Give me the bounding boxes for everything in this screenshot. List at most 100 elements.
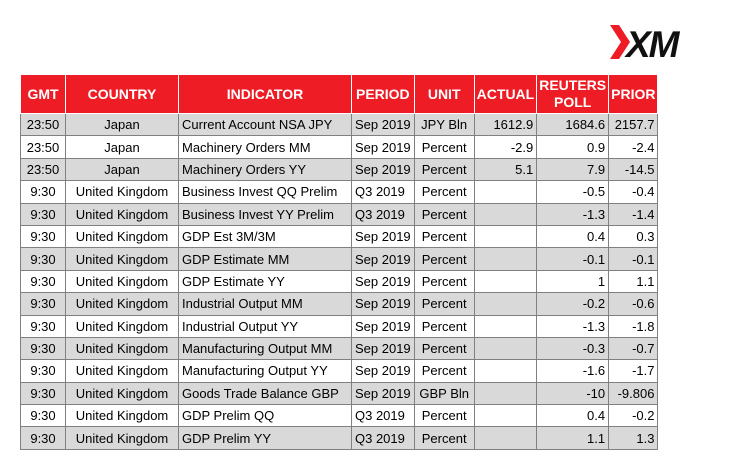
- cell-actual: 5.1: [473, 157, 538, 182]
- cell-reuters-poll: 1: [536, 269, 610, 294]
- cell-prior: 1.3: [608, 426, 659, 450]
- cell-reuters-poll: -1.3: [536, 314, 610, 338]
- table-row: 9:30 United Kingdom Goods Trade Balance GB…: [20, 381, 659, 406]
- cell-actual: [473, 292, 538, 316]
- cell-actual: 1612.9: [473, 112, 538, 137]
- cell-gmt: 23:50: [20, 112, 66, 137]
- table-row: 9:30 United Kingdom Business Invest QQ Pre…: [20, 180, 659, 204]
- cell-prior: 0.3: [608, 224, 659, 249]
- logo-text: XM: [624, 24, 681, 62]
- cell-unit: Percent: [413, 314, 475, 338]
- cell-gmt: 9:30: [20, 202, 66, 226]
- cell-actual: [473, 224, 538, 249]
- cell-actual: [473, 269, 538, 294]
- logo-red-chevron: [610, 25, 630, 59]
- cell-prior: -1.8: [608, 314, 659, 338]
- cell-actual: [473, 381, 538, 406]
- table-body: 23:50 Japan Current Account NSA JPY Sep 201…: [20, 112, 659, 450]
- economic-calendar-table: GMT COUNTRY INDICATOR PERIOD UNIT ACTUAL…: [20, 74, 659, 450]
- cell-unit: Percent: [413, 292, 475, 316]
- cell-period: Q3 2019: [351, 202, 415, 226]
- cell-prior: -0.7: [608, 336, 659, 361]
- cell-indicator: Manufacturing Output MM: [178, 336, 352, 361]
- cell-gmt: 23:50: [20, 157, 66, 182]
- cell-period: Sep 2019: [351, 112, 415, 137]
- cell-indicator: Current Account NSA JPY: [178, 112, 352, 137]
- cell-period: Sep 2019: [351, 135, 415, 159]
- cell-reuters-poll: 1684.6: [536, 112, 610, 137]
- header-period: PERIOD: [351, 74, 415, 114]
- cell-unit: Percent: [413, 269, 475, 294]
- cell-indicator: Goods Trade Balance GBP: [178, 381, 352, 406]
- cell-actual: [473, 180, 538, 204]
- table-row: 9:30 United Kingdom GDP Estimate YY Sep 201…: [20, 269, 659, 294]
- cell-gmt: 9:30: [20, 269, 66, 294]
- cell-gmt: 9:30: [20, 404, 66, 428]
- cell-unit: JPY Bln: [413, 112, 475, 137]
- cell-unit: Percent: [413, 359, 475, 383]
- cell-gmt: 23:50: [20, 135, 66, 159]
- cell-indicator: GDP Prelim YY: [178, 426, 352, 450]
- cell-country: United Kingdom: [65, 426, 179, 450]
- cell-country: United Kingdom: [65, 202, 179, 226]
- cell-gmt: 9:30: [20, 314, 66, 338]
- table-row: 23:50 Japan Machinery Orders MM Sep 2019 Per…: [20, 135, 659, 159]
- cell-gmt: 9:30: [20, 381, 66, 406]
- header-row: GMT COUNTRY INDICATOR PERIOD UNIT ACTUAL…: [20, 74, 659, 114]
- table-row: 9:30 United Kingdom Manufacturing Output Y…: [20, 359, 659, 383]
- cell-indicator: GDP Estimate YY: [178, 269, 352, 294]
- cell-country: United Kingdom: [65, 381, 179, 406]
- cell-reuters-poll: -0.3: [536, 336, 610, 361]
- cell-gmt: 9:30: [20, 336, 66, 361]
- cell-reuters-poll: 0.4: [536, 224, 610, 249]
- table-row: 9:30 United Kingdom GDP Prelim QQ Q3 2019 Pe…: [20, 404, 659, 428]
- table-row: 9:30 United Kingdom Manufacturing Output M…: [20, 336, 659, 361]
- cell-reuters-poll: 0.9: [536, 135, 610, 159]
- header-actual: ACTUAL: [473, 74, 538, 114]
- cell-prior: -9.806: [608, 381, 659, 406]
- cell-unit: Percent: [413, 224, 475, 249]
- cell-period: Sep 2019: [351, 292, 415, 316]
- cell-gmt: 9:30: [20, 426, 66, 450]
- cell-unit: Percent: [413, 135, 475, 159]
- cell-actual: -2.9: [473, 135, 538, 159]
- header-country: COUNTRY: [65, 74, 179, 114]
- cell-indicator: GDP Estimate MM: [178, 247, 352, 271]
- table-row: 9:30 United Kingdom Industrial Output YY Se…: [20, 314, 659, 338]
- table-row: 9:30 United Kingdom GDP Est 3M/3M Sep 2019 P…: [20, 224, 659, 249]
- cell-gmt: 9:30: [20, 247, 66, 271]
- header-gmt: GMT: [20, 74, 66, 114]
- header-prior: PRIOR: [608, 74, 659, 114]
- cell-period: Sep 2019: [351, 269, 415, 294]
- cell-prior: -14.5: [608, 157, 659, 182]
- cell-unit: Percent: [413, 404, 475, 428]
- cell-country: United Kingdom: [65, 359, 179, 383]
- cell-period: Sep 2019: [351, 157, 415, 182]
- cell-prior: -0.4: [608, 180, 659, 204]
- cell-gmt: 9:30: [20, 292, 66, 316]
- cell-period: Sep 2019: [351, 381, 415, 406]
- cell-actual: [473, 404, 538, 428]
- header-indicator: INDICATOR: [178, 74, 352, 114]
- cell-country: United Kingdom: [65, 224, 179, 249]
- cell-prior: -2.4: [608, 135, 659, 159]
- cell-reuters-poll: -0.1: [536, 247, 610, 271]
- cell-reuters-poll: -0.2: [536, 292, 610, 316]
- cell-reuters-poll: -0.5: [536, 180, 610, 204]
- xm-logo: XM: [610, 24, 683, 62]
- table-row: 9:30 United Kingdom GDP Estimate MM Sep 201…: [20, 247, 659, 271]
- cell-indicator: Business Invest QQ Prelim: [178, 180, 352, 204]
- cell-period: Sep 2019: [351, 247, 415, 271]
- cell-prior: 2157.7: [608, 112, 659, 137]
- cell-reuters-poll: -1.6: [536, 359, 610, 383]
- cell-indicator: Business Invest YY Prelim: [178, 202, 352, 226]
- cell-period: Q3 2019: [351, 404, 415, 428]
- cell-actual: [473, 336, 538, 361]
- cell-indicator: Manufacturing Output YY: [178, 359, 352, 383]
- table-row: 23:50 Japan Machinery Orders YY Sep 2019 Per…: [20, 157, 659, 182]
- cell-gmt: 9:30: [20, 359, 66, 383]
- cell-indicator: Industrial Output YY: [178, 314, 352, 338]
- cell-unit: Percent: [413, 202, 475, 226]
- cell-prior: -0.1: [608, 247, 659, 271]
- cell-reuters-poll: 1.1: [536, 426, 610, 450]
